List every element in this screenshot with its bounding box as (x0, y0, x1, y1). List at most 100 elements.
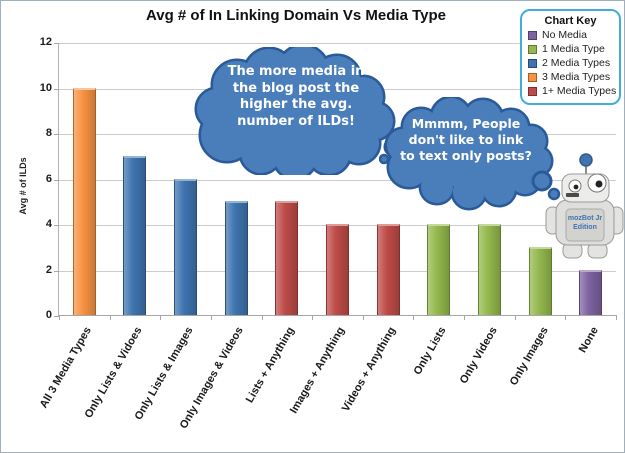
bar-only-videos (477, 224, 501, 315)
x-axis-label: All 3 Media Types (37, 325, 94, 411)
legend-swatch (528, 72, 537, 82)
bar-cell (363, 43, 414, 315)
chart-title: Avg # of In Linking Domain Vs Media Type (145, 7, 447, 24)
x-tick-mark (514, 315, 516, 320)
y-tick-label: 12 (39, 36, 52, 48)
y-tick-mark (54, 88, 59, 90)
bar-cell (160, 43, 211, 315)
x-tick-mark (464, 315, 466, 320)
antenna-ball (579, 153, 593, 167)
bar-all-3-media-types (72, 87, 96, 315)
plot-area: 0 2 4 6 8 10 12 (40, 36, 617, 321)
annotation-cloud-media: The more media in the blog post the higher… (191, 47, 396, 175)
x-tick-mark (413, 315, 415, 320)
cloud-shape (379, 97, 561, 215)
y-tick-mark (54, 179, 59, 181)
legend-swatch (528, 86, 537, 96)
cloud-text-line: number of ILDs! (237, 113, 355, 129)
y-tick-label: 6 (45, 172, 52, 185)
legend-item: 2 Media Types (528, 57, 613, 69)
robot-chest-label-line2: Edition (573, 224, 597, 231)
x-tick-mark (565, 315, 567, 320)
legend-item: 1 Media Type (528, 43, 613, 55)
bar-cell (464, 43, 515, 315)
x-tick-mark (362, 315, 364, 320)
bar-cell (515, 43, 566, 315)
legend-label: No Media (542, 29, 587, 41)
x-tick-mark (261, 315, 263, 320)
robot-chest-panel (565, 208, 605, 242)
robot-mouth (566, 193, 579, 197)
legend-label: 2 Media Types (542, 57, 611, 69)
mozbot-mascot: mozBot Jr Edition (545, 153, 624, 259)
x-label-cell: None (565, 321, 616, 451)
y-tick-label: 2 (45, 263, 52, 276)
cloud-text-line: don't like to link (408, 132, 524, 147)
bar-series (59, 43, 616, 315)
cloud-text-line: higher the avg. (239, 97, 353, 113)
robot-chest-label-line1: mozBot Jr (568, 215, 603, 222)
legend-label: 1+ Media Types (542, 85, 617, 97)
bar-cell (413, 43, 464, 315)
gridline (59, 179, 616, 181)
bar-none (579, 269, 603, 315)
x-label-cell: Only Images (507, 321, 566, 451)
legend-item: No Media (528, 29, 613, 41)
cloud-text-media: The more media in the blog post the higher… (216, 64, 376, 131)
y-tick-mark (54, 134, 59, 135)
gridline (59, 43, 616, 44)
thought-bubble-trail (547, 187, 561, 201)
bar-lists-anything (275, 201, 299, 315)
cloud-text-line: Mmmm, People (411, 116, 521, 131)
bar-cell (565, 43, 616, 315)
y-tick-label: 8 (45, 127, 52, 139)
bar-cell (262, 43, 313, 315)
legend-label: 1 Media Type (542, 43, 605, 55)
y-tick-label: 0 (45, 309, 52, 321)
cloud-text-line: the blog post the (232, 80, 360, 96)
bar-images-anything (326, 224, 350, 315)
bar-cell (110, 43, 161, 315)
bar-only-images-videos (224, 201, 248, 315)
x-tick-mark (616, 315, 617, 320)
y-tick-mark (54, 316, 59, 317)
x-label-cell: Only Videos (458, 321, 515, 451)
cloud-text-line: The more media in (227, 64, 365, 79)
legend-swatch (528, 58, 537, 68)
x-axis-label: None (576, 325, 602, 355)
bar-only-lists (427, 224, 451, 315)
cloud-text-text-posts: Mmmm, People don't like to link to text on… (394, 116, 538, 164)
bar-cell (59, 43, 110, 315)
legend-label: 3 Media Types (542, 71, 611, 83)
x-tick-mark (210, 315, 212, 320)
x-axis-label: Only Videos (457, 325, 500, 386)
x-axis-label: Only Lists (411, 325, 449, 378)
legend-swatch (528, 44, 537, 54)
bar-only-lists-images (174, 178, 198, 315)
y-tick-label: 10 (39, 81, 52, 94)
chart-key-legend: Chart Key No Media 1 Media Type 2 Media Ty… (520, 9, 621, 105)
legend-swatch (528, 30, 537, 40)
y-tick-label: 4 (45, 218, 52, 230)
legend-item: 1+ Media Types (528, 85, 617, 97)
y-tick-mark (54, 225, 59, 226)
thought-bubble-trail (379, 153, 390, 165)
y-tick-mark (54, 43, 59, 44)
x-axis-labels: All 3 Media Types Only Lists & Vidoes Only… (38, 321, 616, 451)
x-label-cell: Only Lists (411, 321, 464, 451)
legend-items: No Media 1 Media Type 2 Media Types 3 Media… (528, 29, 617, 97)
bar-cell (211, 43, 262, 315)
bar-only-images (528, 246, 552, 315)
thought-bubble-trail (531, 170, 553, 192)
x-tick-mark (312, 315, 314, 320)
robot-pupil-right (595, 180, 603, 188)
annotation-cloud-text-posts: Mmmm, People don't like to link to text on… (379, 97, 564, 215)
legend-item: 3 Media Types (528, 71, 613, 83)
robot-pupil-left (573, 184, 579, 190)
cloud-shape (191, 47, 396, 175)
y-tick-mark (54, 270, 59, 272)
x-tick-mark (59, 315, 60, 320)
x-tick-mark (109, 315, 111, 320)
bar-only-lists-vidoes (123, 155, 147, 315)
